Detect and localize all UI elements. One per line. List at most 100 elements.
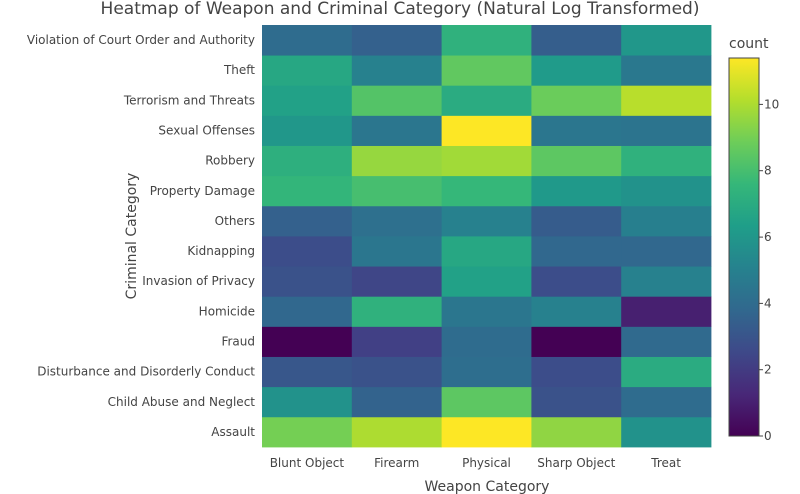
heatmap-cell [351,236,442,267]
colorbar-tick-label: 10 [764,97,779,111]
heatmap-cell [531,115,622,146]
heatmap-cell [621,296,712,327]
x-axis-tick-labels: Blunt Object Firearm Physical Sharp Object T… [270,456,682,470]
heatmap-cell [531,25,622,56]
y-tick-label: Property Damage [150,184,255,198]
y-axis-title: Criminal Category [124,173,140,300]
heatmap-cell [531,386,622,418]
heatmap-cell [351,296,442,327]
heatmap-cell [531,175,622,207]
heatmap-cell [621,85,712,116]
x-tick-label: Blunt Object [270,456,345,470]
heatmap-cell [621,266,712,297]
heatmap-cell [441,25,532,56]
heatmap-cell [351,266,442,297]
x-tick-label: Treat [650,456,681,470]
heatmap-cell [441,145,532,177]
heatmap-cell [262,55,353,86]
y-tick-label: Robbery [205,154,255,168]
heatmap-cell [441,356,532,388]
heatmap-cell [531,356,622,388]
heatmap-cell [621,236,712,267]
heatmap-cell [351,145,442,177]
y-tick-label: Theft [223,63,255,77]
heatmap-cell [351,85,442,116]
heatmap-cell [262,85,353,116]
heatmap-cell [351,205,442,237]
heatmap-cell [262,296,353,327]
colorbar-tick-label: 8 [764,164,772,178]
y-tick-label: Homicide [199,304,255,318]
heatmap-cell [262,356,353,388]
heatmap-cell [531,236,622,267]
x-tick-label: Firearm [374,456,419,470]
heatmap-cell [531,145,622,177]
y-tick-label: Fraud [221,335,255,349]
heatmap-cell [441,85,532,116]
heatmap-cell [531,326,622,357]
heatmap-cell [441,115,532,146]
heatmap-cell [262,205,353,237]
heatmap-cell [351,115,442,146]
heatmap-cell [441,416,532,448]
heatmap-cell [351,175,442,207]
heatmap-cell [621,416,712,448]
heatmap-cell [441,386,532,418]
heatmap-cell [531,55,622,86]
heatmap-cell [441,175,532,207]
x-tick-label: Physical [462,456,511,470]
y-axis-tick-labels: Assault Child Abuse and Neglect Disturbanc… [27,33,255,439]
heatmap-cell [351,416,442,448]
colorbar-title: count [729,36,769,52]
heatmap-cell [262,386,353,418]
heatmap-cell [262,25,353,56]
heatmap-cell [441,236,532,267]
heatmap-cell [621,175,712,207]
heatmap-cell [531,266,622,297]
heatmap-cell [621,145,712,177]
heatmap-cell [351,326,442,357]
heatmap-cell [441,55,532,86]
heatmap-cell [621,386,712,418]
y-tick-label: Disturbance and Disorderly Conduct [37,365,255,379]
heatmap-cell [441,326,532,357]
heatmap-cell [621,356,712,388]
heatmap-cell [531,85,622,116]
heatmap-cell [441,266,532,297]
heatmap-cell [351,386,442,418]
colorbar-tick-label: 6 [764,230,772,244]
heatmap-cell [351,25,442,56]
y-tick-label: Others [215,214,255,228]
heatmap-cell [531,205,622,237]
heatmap-cell [262,115,353,146]
y-tick-label: Child Abuse and Neglect [108,395,256,409]
y-tick-label: Terrorism and Threats [123,93,255,107]
heatmap-cell [262,266,353,297]
heatmap-cell [621,115,712,146]
heatmap-cell [262,236,353,267]
x-axis-title: Weapon Category [425,479,550,494]
heatmap-cell [351,356,442,388]
heatmap-cell [531,296,622,327]
heatmap-cell [262,145,353,177]
x-tick-label: Sharp Object [537,456,615,470]
colorbar-tick-label: 2 [764,363,772,377]
colorbar-gradient [728,57,760,437]
y-tick-label: Kidnapping [187,244,255,258]
heatmap-cell [441,296,532,327]
y-tick-label: Violation of Court Order and Authority [27,33,255,47]
heatmap-cell [621,25,712,56]
heatmap-cell [262,416,353,448]
heatmap-cells [262,25,712,448]
y-tick-label: Assault [211,425,255,439]
colorbar-tick-label: 4 [764,296,772,310]
heatmap-cell [621,205,712,237]
heatmap-cell [531,416,622,448]
chart-title: Heatmap of Weapon and Criminal Category … [101,0,700,19]
y-tick-label: Invasion of Privacy [142,274,255,288]
heatmap-cell [621,326,712,357]
heatmap-cell [351,55,442,86]
y-tick-label: Sexual Offenses [158,124,255,138]
colorbar: count 0 2 4 6 8 10 [728,36,779,443]
